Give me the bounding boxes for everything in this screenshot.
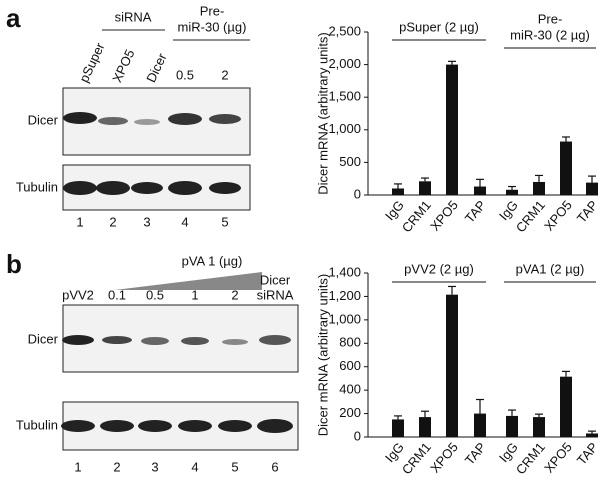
lane-label: Dicer	[260, 272, 291, 287]
panel-letter: b	[6, 249, 22, 279]
lane-number: 5	[231, 459, 238, 474]
y-tick-label: 600	[339, 358, 361, 373]
group-label: pSuper (2 µg)	[399, 19, 479, 34]
lane-label: Dicer	[143, 50, 170, 84]
gradient-triangle	[115, 272, 262, 290]
row-label: Dicer	[28, 112, 59, 127]
y-tick-label: 400	[339, 382, 361, 397]
x-tick-label: CRM1	[513, 197, 548, 235]
x-tick-label: XPO5	[427, 197, 461, 233]
bar	[392, 419, 404, 437]
lane-number: 3	[143, 214, 150, 229]
y-tick-label: 0	[354, 186, 361, 201]
lane-label: 0.5	[146, 287, 164, 302]
x-tick-label: TAP	[574, 439, 600, 467]
group-label: Pre-	[538, 11, 563, 26]
lane-label: pSuper	[76, 40, 108, 85]
group-label: pVV2 (2 µg)	[404, 261, 474, 276]
header: miR-30 (µg)	[178, 19, 247, 34]
bands	[61, 335, 293, 433]
bar	[560, 376, 572, 437]
y-tick-label: 2,500	[328, 23, 361, 38]
panel-letter: a	[6, 3, 21, 33]
bar	[392, 188, 404, 195]
y-axis-label: Dicer mRNA (arbitrary units)	[315, 32, 330, 195]
lane-label: XPO5	[109, 47, 137, 85]
lane-number: 1	[74, 459, 81, 474]
y-axis-label: Dicer mRNA (arbitrary units)	[315, 274, 330, 437]
y-tick-label: 200	[339, 405, 361, 420]
bar	[533, 181, 545, 195]
lane-label: 2	[231, 287, 238, 302]
bar	[419, 181, 431, 195]
x-tick-label: TAP	[574, 197, 600, 225]
bar	[446, 64, 458, 195]
y-tick-label: 500	[339, 154, 361, 169]
row-label: Dicer	[28, 331, 59, 346]
x-tick-label: TAP	[462, 439, 489, 467]
bar	[560, 141, 572, 195]
row-label: Tubulin	[16, 417, 58, 432]
lane-label: siRNA	[257, 287, 294, 302]
x-tick-label: CRM1	[399, 197, 434, 235]
y-tick-label: 800	[339, 335, 361, 350]
lane-label: 2	[221, 67, 228, 82]
bar	[533, 417, 545, 437]
lane-number: 3	[151, 459, 158, 474]
y-tick-label: 1,000	[328, 121, 361, 136]
lane-number: 4	[191, 459, 198, 474]
lane-number: 1	[76, 214, 83, 229]
lane-number: 6	[271, 459, 278, 474]
lane-number: 5	[221, 214, 228, 229]
lane-label: 1	[191, 287, 198, 302]
lane-label: 0.5	[176, 67, 194, 82]
y-tick-label: 0	[354, 428, 361, 443]
bar	[506, 189, 518, 195]
bar	[474, 413, 486, 437]
lane-label: pVV2	[62, 287, 94, 302]
group-label: miR-30 (2 µg)	[510, 27, 590, 42]
x-tick-label: CRM1	[513, 439, 548, 477]
header: siRNA	[115, 9, 152, 24]
y-tick-label: 1,500	[328, 89, 361, 104]
bar	[586, 182, 598, 195]
lane-number: 4	[181, 214, 188, 229]
lane-label: 0.1	[108, 287, 126, 302]
group-label: pVA1 (2 µg)	[516, 261, 585, 276]
bar	[474, 186, 486, 195]
x-tick-label: XPO5	[427, 439, 461, 475]
y-tick-label: 1,400	[328, 264, 361, 279]
bar	[446, 294, 458, 437]
x-tick-label: CRM1	[399, 439, 434, 477]
x-tick-label: XPO5	[541, 439, 575, 475]
header: pVA 1 (µg)	[182, 253, 243, 268]
y-tick-label: 1,000	[328, 311, 361, 326]
x-tick-label: TAP	[462, 197, 489, 225]
lane-number: 2	[109, 214, 116, 229]
bar	[419, 417, 431, 437]
header: Pre-	[200, 3, 225, 18]
row-label: Tubulin	[16, 179, 58, 194]
y-tick-label: 1,200	[328, 288, 361, 303]
bands	[63, 112, 241, 195]
bar	[586, 433, 598, 437]
y-tick-label: 2,000	[328, 56, 361, 71]
x-tick-label: XPO5	[541, 197, 575, 233]
bar	[506, 415, 518, 437]
lane-number: 2	[113, 459, 120, 474]
